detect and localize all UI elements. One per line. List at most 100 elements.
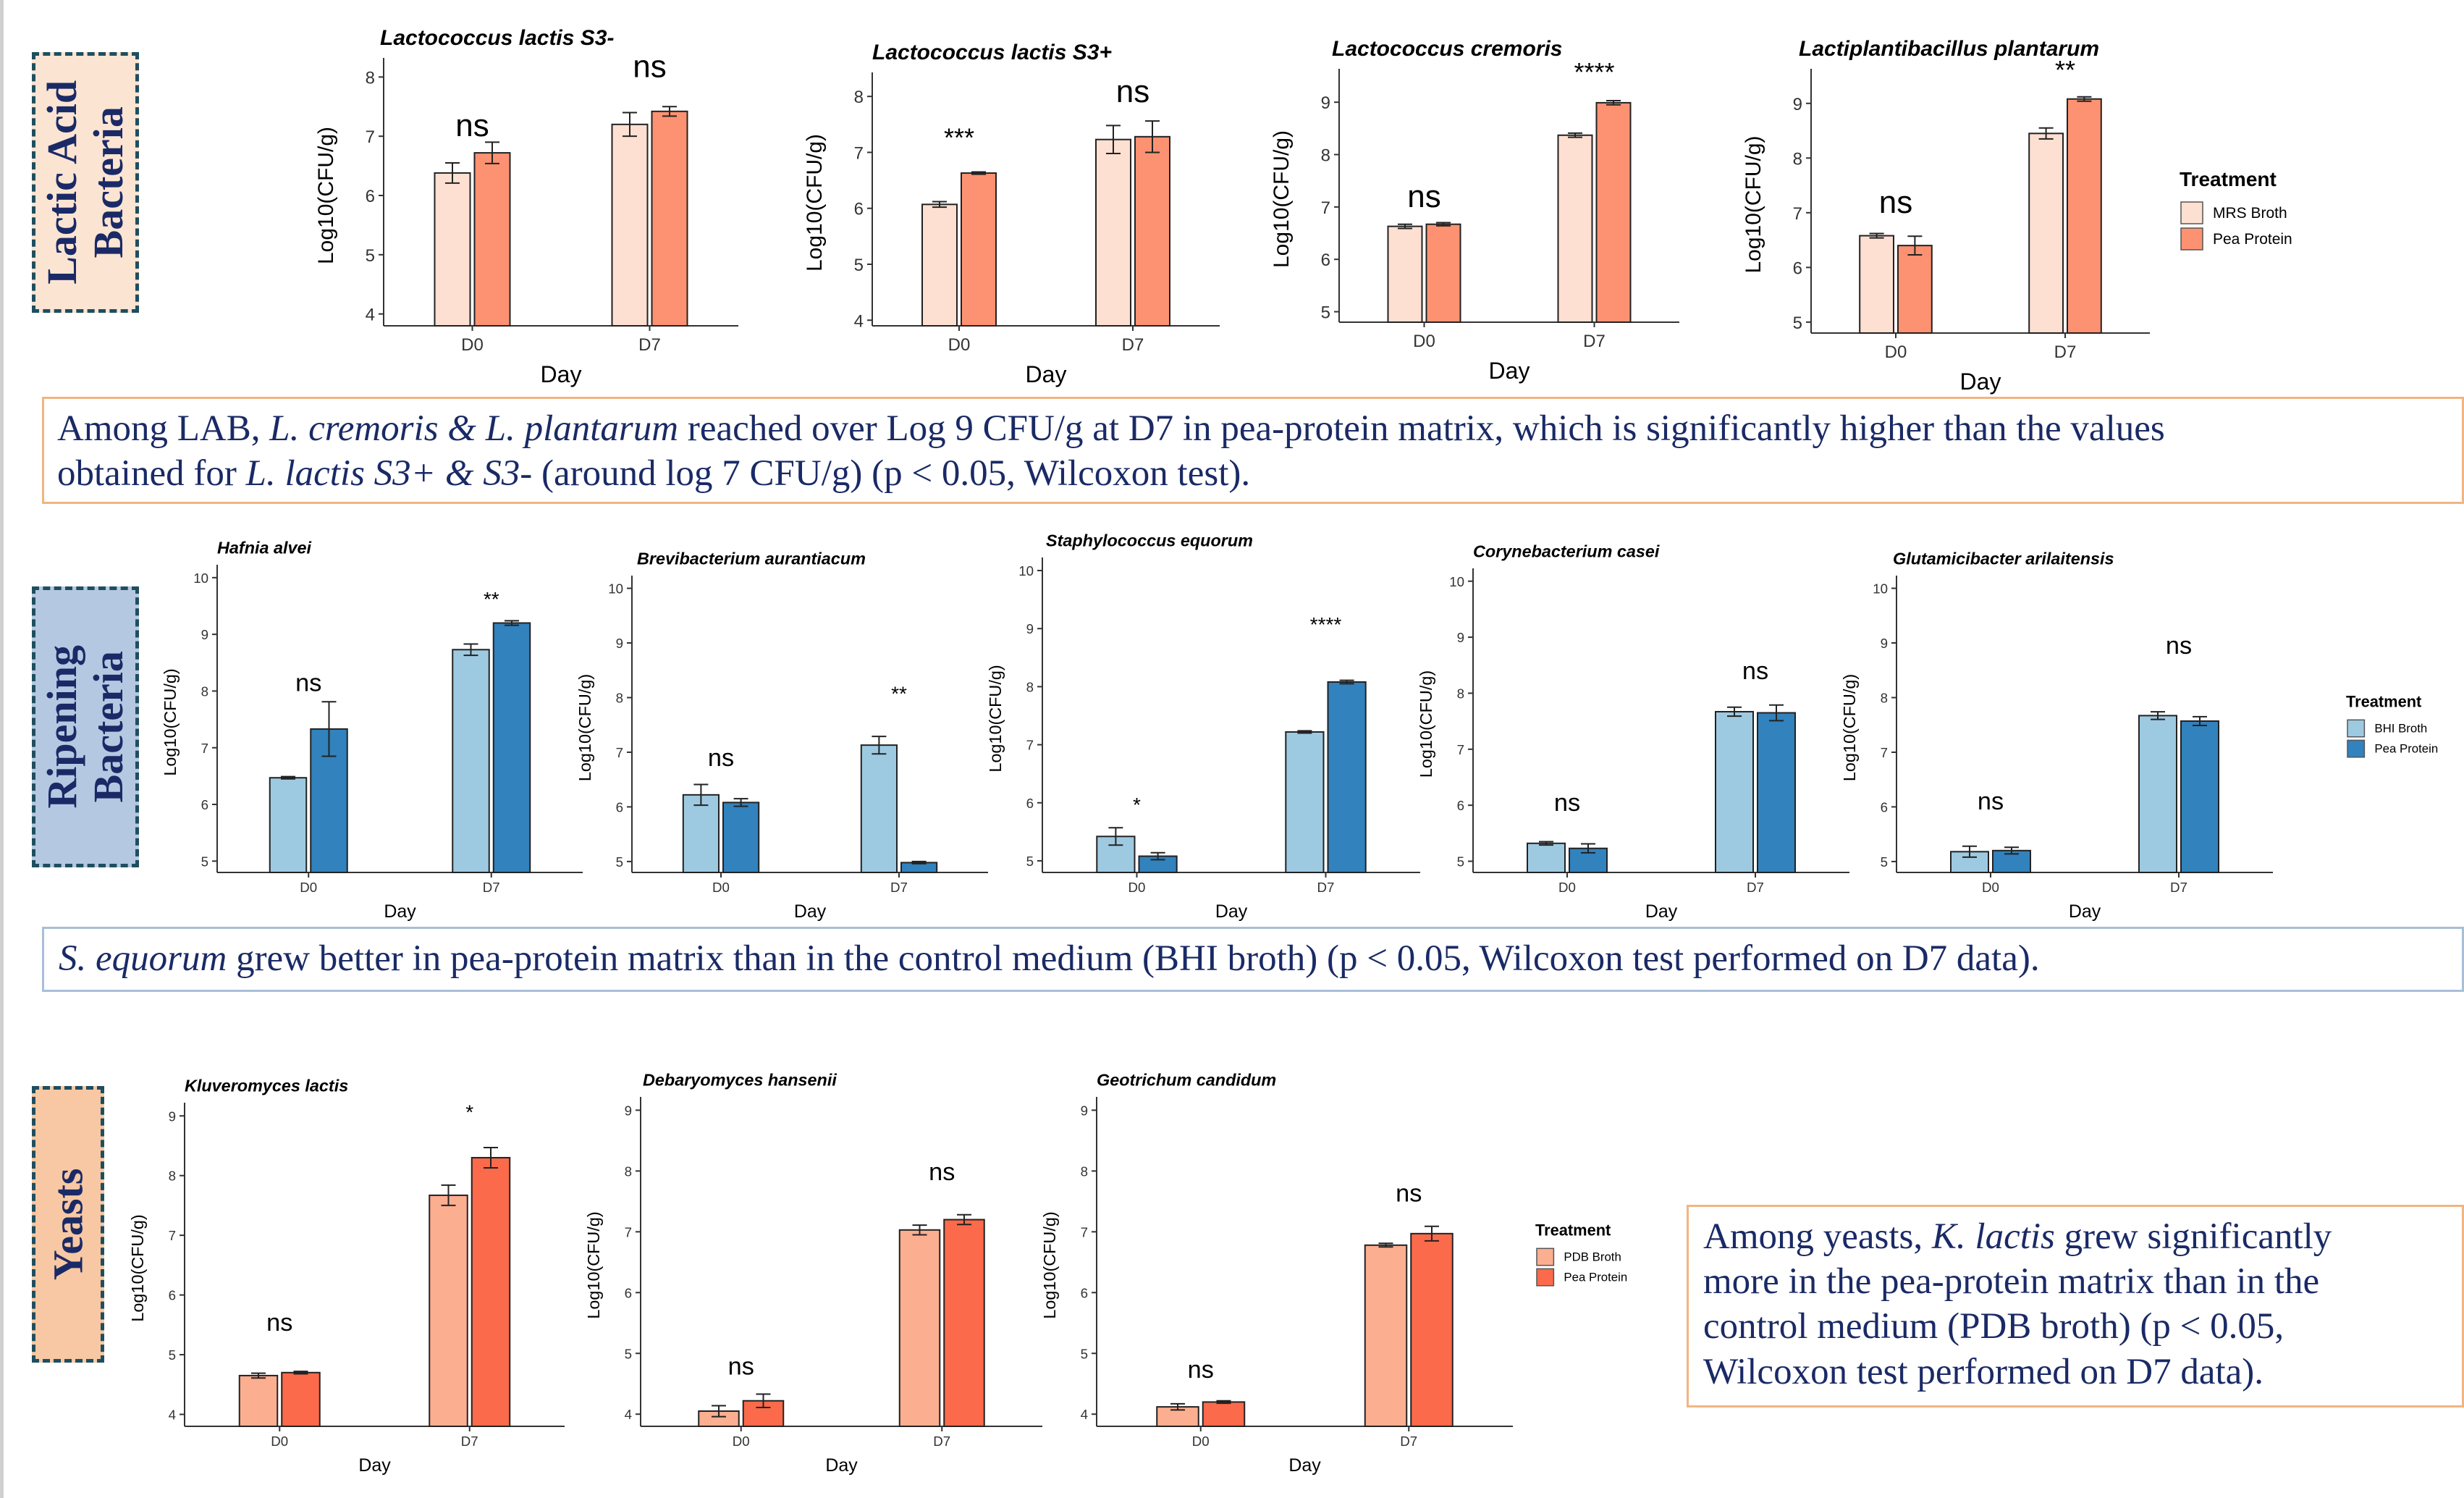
x-axis-label: Day	[1215, 901, 1248, 922]
significance-label: ns	[2166, 632, 2192, 660]
bar-d7-bhi-broth	[2138, 715, 2177, 873]
note-segment: grew better in pea-protein matrix than i…	[227, 938, 2040, 979]
legend-swatch	[2347, 719, 2366, 738]
y-tick-label: 6	[1881, 799, 1888, 815]
bar-d7-pea-protein	[1327, 681, 1367, 873]
x-tick-label: D7	[1583, 332, 1606, 351]
x-axis-label: Day	[825, 1455, 858, 1476]
y-axis-label: Log10(CFU/g)	[314, 127, 338, 264]
note-segment: L. lactis S3+ & S3-	[245, 453, 533, 495]
significance-label: ns	[708, 744, 734, 772]
note-segment: S. equorum	[59, 938, 227, 979]
note-segment: reached over Log 9 CFU/g at D7 in pea-pr…	[678, 408, 2165, 449]
bar-d7-pea-protein	[492, 622, 531, 873]
x-axis-label: Day	[358, 1455, 391, 1476]
y-tick-label: 10	[608, 581, 623, 597]
y-axis-label: Log10(CFU/g)	[1417, 670, 1435, 778]
significance-label: ****	[1574, 57, 1614, 87]
significance-label: *	[1133, 794, 1141, 816]
chart-title: Lactococcus cremoris	[1332, 37, 1562, 61]
chart-l-plantarum: Lactiplantibacillus plantarum 5 6 7 8 9 Log10(…	[1742, 37, 2150, 395]
significance-label: ns	[1396, 1179, 1422, 1207]
bar-d0-bhi-broth	[1527, 842, 1566, 874]
y-tick-label: 9	[1881, 636, 1888, 651]
y-axis-label: Log10(CFU/g)	[1840, 674, 1859, 781]
x-axis-label: Day	[2069, 901, 2101, 922]
y-axis-label: Log10(CFU/g)	[1040, 1211, 1059, 1318]
y-tick-label: 5	[169, 1347, 176, 1363]
significance-label: ns	[633, 49, 666, 84]
bar-d7-pea-protein	[943, 1219, 985, 1428]
y-tick-label: 5	[201, 854, 208, 869]
x-tick-label: D7	[1317, 880, 1335, 895]
y-tick-label: 4	[169, 1407, 176, 1423]
bar-d0-pea-protein	[281, 1371, 321, 1427]
x-axis-label: Day	[1489, 358, 1530, 384]
y-tick-label: 7	[169, 1228, 176, 1243]
bar-d0-pea-protein	[473, 152, 511, 327]
y-axis-label: Log10(CFU/g)	[161, 668, 180, 775]
x-tick-label: D0	[1128, 880, 1146, 895]
y-tick-label: 8	[1881, 691, 1888, 706]
y-tick-label: 8	[366, 68, 375, 88]
chart-title: Corynebacterium casei	[1473, 542, 1660, 561]
y-tick-label: 9	[1321, 93, 1330, 113]
legend-title: Treatment	[2346, 692, 2421, 710]
section-label-line-2: Bacteria	[85, 651, 132, 803]
y-tick-label: 5	[1457, 854, 1464, 870]
x-tick-label: D7	[1747, 880, 1764, 895]
legend-swatch	[1536, 1268, 1555, 1287]
x-tick-label: D0	[712, 880, 730, 895]
section-label-lab: Lactic Acid Bacteria	[32, 52, 139, 313]
y-tick-label: 9	[625, 1103, 632, 1118]
bar-d7-bhi-broth	[452, 649, 490, 873]
y-tick-label: 7	[1457, 742, 1464, 757]
chart-title: Brevibacterium aurantiacum	[637, 550, 866, 568]
significance-label: ns	[929, 1158, 955, 1186]
legend-item-label: BHI Broth	[2374, 721, 2427, 735]
bar-d7-pea-protein	[1757, 712, 1796, 873]
note-segment: Among yeasts,	[1703, 1216, 1932, 1257]
y-tick-label: 7	[1081, 1224, 1088, 1240]
legend-swatch	[1536, 1247, 1555, 1266]
y-axis-label: Log10(CFU/g)	[803, 134, 827, 272]
legend-yeasts: Treatment PDB Broth Pea Protein	[1535, 1221, 1627, 1287]
y-tick-label: 6	[1026, 796, 1034, 811]
section-label-line-2: Bacteria	[85, 106, 132, 258]
y-tick-label: 6	[854, 200, 864, 219]
bar-d0-pea-protein	[961, 172, 997, 327]
y-axis-label: Log10(CFU/g)	[1742, 135, 1765, 273]
bar-d7-pdb-broth	[1364, 1244, 1408, 1427]
significance-label: ns	[266, 1309, 292, 1337]
y-tick-label: 8	[616, 691, 623, 706]
note-segment: Among LAB,	[57, 408, 270, 449]
y-tick-label: 6	[625, 1285, 632, 1300]
chart-l-lactis-s3plus: Lactococcus lactis S3+ 4 5 6 7 8 Log10(CFU/g) D…	[803, 41, 1220, 387]
y-tick-label: 8	[1793, 149, 1802, 169]
bar-d0-pea-protein	[1897, 245, 1933, 334]
legend-swatch	[2180, 227, 2203, 251]
y-axis-label: Log10(CFU/g)	[1270, 130, 1294, 268]
y-tick-label: 9	[201, 627, 208, 642]
bar-d7-mrs-broth	[2028, 132, 2064, 334]
chart-title: Staphylococcus equorum	[1046, 531, 1253, 550]
section-label-yeasts: Yeasts	[32, 1086, 104, 1363]
y-tick-label: 9	[1081, 1103, 1088, 1118]
significance-label: ns	[728, 1353, 754, 1381]
legend-item-label: Pea Protein	[2374, 742, 2438, 756]
y-tick-label: 5	[854, 256, 864, 275]
bar-d7-mrs-broth	[611, 123, 649, 327]
significance-label: ****	[1310, 613, 1342, 636]
legend-item-label: MRS Broth	[2213, 205, 2287, 222]
y-tick-label: 5	[1793, 314, 1802, 333]
y-tick-label: 8	[854, 88, 864, 107]
x-tick-label: D0	[733, 1434, 750, 1449]
y-tick-label: 8	[1081, 1164, 1088, 1179]
bar-d7-bhi-broth	[860, 744, 898, 873]
y-tick-label: 9	[1026, 621, 1034, 636]
chart-k-lactis: Kluveromyces lactis 4 5 6 7 8 9 Log10(CFU/g) D0 n…	[128, 1077, 565, 1476]
significance-label: ns	[1116, 74, 1149, 109]
bar-d0-mrs-broth	[921, 203, 958, 327]
y-tick-label: 7	[1321, 198, 1330, 218]
y-tick-label: 7	[366, 127, 375, 147]
